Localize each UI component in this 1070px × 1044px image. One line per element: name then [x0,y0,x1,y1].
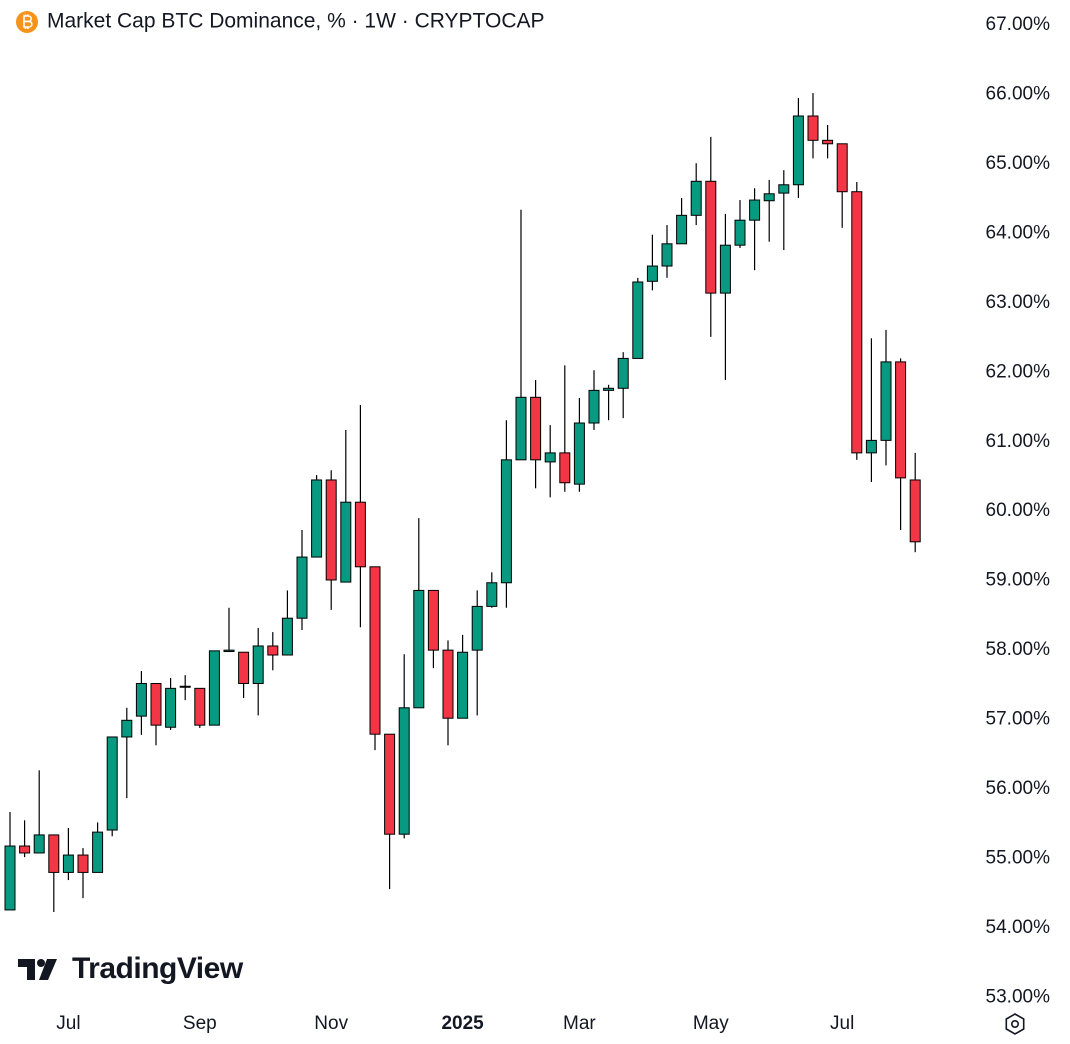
candle-body [296,556,308,619]
y-tick-label: 58.00% [986,639,1051,660]
candle-body [62,854,74,873]
x-tick-label: May [693,1013,729,1034]
symbol-icon [16,11,38,33]
candle-body [471,605,483,651]
x-tick-label: 2025 [441,1013,484,1034]
y-tick-label: 66.00% [986,83,1051,104]
y-tick-label: 56.00% [986,778,1051,799]
candle-body [48,834,60,873]
candle-body [33,834,45,854]
candle-body [865,439,877,454]
candle-body [880,361,892,441]
candle-body [325,479,337,581]
candle-body [354,501,366,568]
candle-body [617,357,629,389]
y-tick-label: 60.00% [986,500,1051,521]
candle-body [121,719,133,738]
candle-body [4,845,16,911]
settings-icon[interactable] [1005,1013,1025,1035]
x-tick-label: Sep [183,1013,217,1034]
candle-body [19,845,31,854]
candle-body [281,617,293,656]
y-tick-label: 54.00% [986,917,1051,938]
y-tick-label: 59.00% [986,570,1051,591]
candle-body [603,387,615,391]
y-tick-label: 53.00% [986,986,1051,1007]
chart-title: Market Cap BTC Dominance, % · 1W · CRYPT… [47,10,545,33]
candle-body [778,184,790,194]
candle-body [530,396,542,461]
candle-body [427,589,439,651]
candle-body [457,651,469,719]
y-tick-label: 65.00% [986,153,1051,174]
candle-body [544,452,556,463]
candle-body [690,180,702,216]
candle-body [749,199,761,221]
candle-body [384,733,396,835]
candle-body [676,214,688,245]
y-tick-label: 55.00% [986,848,1051,869]
candle-body [792,115,804,186]
candle-body [734,219,746,246]
candle-body [573,422,585,485]
plot-area: 67.00% 66.00% 65.00% 64.00% 63.00% 62.00% 61.0… [4,14,1051,1007]
candle-body [77,854,89,873]
x-tick-label: Mar [563,1013,596,1034]
y-tick-label: 63.00% [986,292,1051,313]
watermark-logo [18,959,57,980]
candle-body [807,115,819,141]
candle-body [413,589,425,709]
candle-body [895,361,907,479]
x-tick-label: Nov [314,1013,348,1034]
candle-body [763,193,775,202]
candle-body [194,687,206,726]
candle-body [135,682,147,717]
candle-body [208,650,220,726]
candle-body [909,479,921,543]
y-tick-label: 61.00% [986,431,1051,452]
candle-body [223,649,235,653]
candle-body [851,191,863,454]
candle-body [515,396,527,461]
watermark: TradingView [72,952,244,985]
y-tick-label: 67.00% [986,14,1051,35]
candle-body [632,281,644,359]
candle-body [106,736,118,831]
candle-body [661,243,673,267]
x-tick-label: Jul [830,1013,854,1034]
candle-body [486,582,498,607]
candle-body [646,265,658,282]
candle-body [252,645,264,684]
x-tick-label: Jul [56,1013,80,1034]
y-tick-label: 64.00% [986,222,1051,243]
candle-body [836,143,848,193]
candle-body [311,479,323,558]
candle-body [822,139,834,145]
candle-body [719,244,731,294]
candle-body [340,501,352,583]
candle-body [238,651,250,684]
candle-body [92,831,104,873]
candle-body [369,566,381,735]
candle-body [150,682,162,726]
candle-body [398,707,410,835]
candle-body [179,685,191,688]
y-tick-label: 57.00% [986,709,1051,730]
candle-body [500,459,512,584]
candle-body [267,645,279,656]
candle-body [705,180,717,294]
candle-body [165,687,177,728]
candle-body [442,649,454,719]
candle-body [588,389,600,424]
candle-body [559,452,571,484]
y-tick-label: 62.00% [986,361,1051,382]
